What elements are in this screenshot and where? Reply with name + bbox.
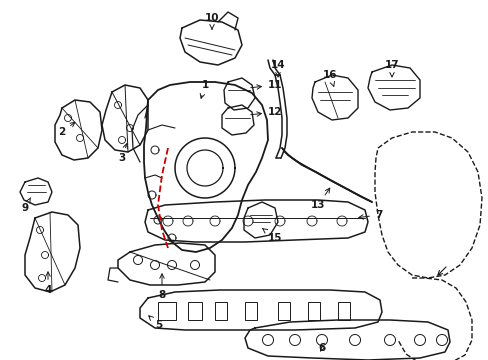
Bar <box>278 302 289 320</box>
Text: 15: 15 <box>262 229 282 243</box>
Text: 16: 16 <box>322 70 337 86</box>
Text: 6: 6 <box>318 343 325 353</box>
Text: 1: 1 <box>200 80 208 98</box>
Text: 5: 5 <box>148 316 162 330</box>
Bar <box>215 302 226 320</box>
Text: 11: 11 <box>250 80 282 90</box>
Text: 10: 10 <box>204 13 219 29</box>
Bar <box>337 302 349 320</box>
Text: 9: 9 <box>21 198 30 213</box>
Text: 13: 13 <box>310 188 329 210</box>
Text: 14: 14 <box>270 60 285 77</box>
Text: 7: 7 <box>358 210 382 220</box>
Text: 8: 8 <box>158 274 165 300</box>
Text: 3: 3 <box>118 144 127 163</box>
Text: 2: 2 <box>58 122 75 137</box>
Text: 4: 4 <box>44 272 52 295</box>
Bar <box>158 302 176 320</box>
Text: 12: 12 <box>250 107 282 117</box>
Bar <box>187 302 202 320</box>
Bar <box>307 302 319 320</box>
Text: 17: 17 <box>384 60 399 77</box>
Bar <box>244 302 257 320</box>
